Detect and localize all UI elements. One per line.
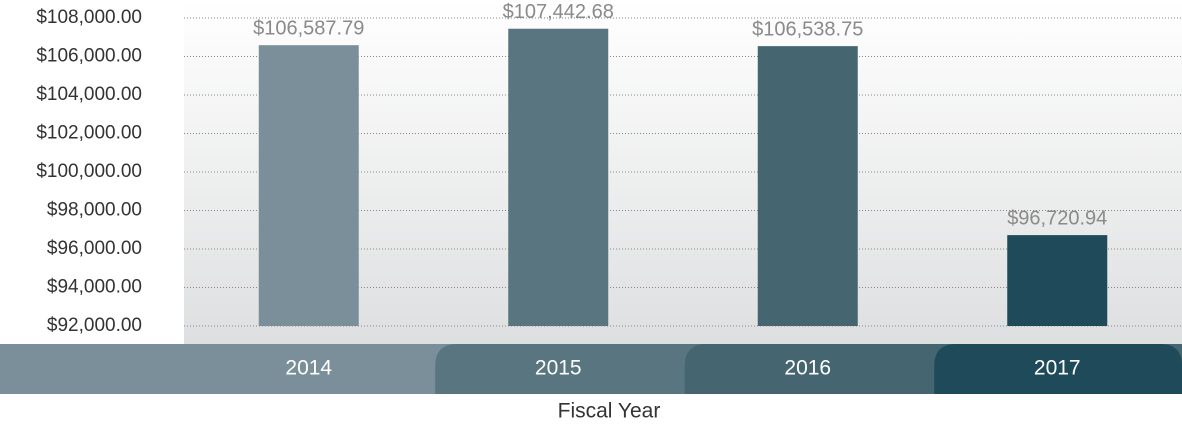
y-tick-label: $104,000.00 xyxy=(36,84,142,105)
value-label: $107,442.68 xyxy=(503,1,614,23)
bar xyxy=(1007,235,1108,326)
y-tick-label: $102,000.00 xyxy=(36,123,142,144)
y-tick-label: $98,000.00 xyxy=(47,200,142,221)
bar xyxy=(258,45,359,326)
x-tick-label: 2017 xyxy=(1034,357,1081,380)
y-tick-label: $100,000.00 xyxy=(36,161,142,182)
y-tick-label: $94,000.00 xyxy=(47,277,142,298)
bar xyxy=(508,28,609,326)
y-tick-label: $92,000.00 xyxy=(47,315,142,336)
x-tick-label: 2016 xyxy=(784,357,831,380)
y-tick-label: $106,000.00 xyxy=(36,46,142,67)
y-tick-label: $96,000.00 xyxy=(47,238,142,259)
bar xyxy=(757,46,858,327)
value-label: $106,538.75 xyxy=(752,18,863,40)
x-tick-label: 2015 xyxy=(535,357,582,380)
x-axis-label: Fiscal Year xyxy=(558,400,661,423)
value-label: $96,720.94 xyxy=(1007,207,1107,229)
x-tick-label: 2014 xyxy=(285,357,332,380)
y-tick-label: $108,000.00 xyxy=(36,7,142,28)
value-label: $106,587.79 xyxy=(253,17,364,39)
category-band xyxy=(934,344,1182,394)
